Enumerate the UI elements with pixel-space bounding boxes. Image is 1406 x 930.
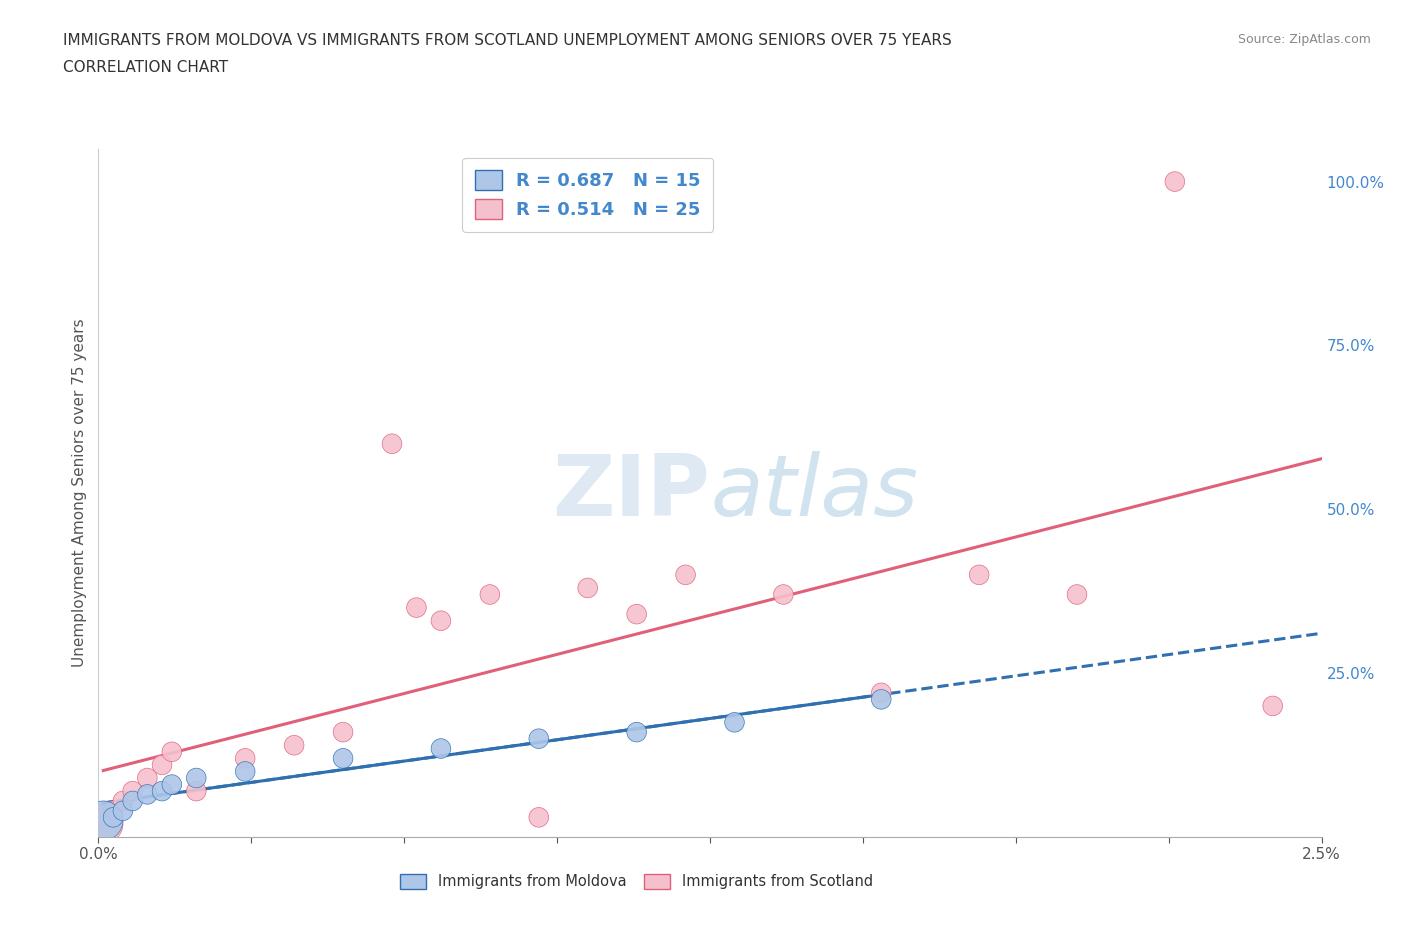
- Text: ZIP: ZIP: [553, 451, 710, 535]
- Point: [478, 587, 501, 602]
- Point: [136, 771, 159, 786]
- Point: [576, 580, 599, 595]
- Point: [101, 810, 124, 825]
- Point: [332, 724, 354, 739]
- Point: [405, 600, 427, 615]
- Point: [1164, 174, 1187, 189]
- Point: [150, 757, 173, 772]
- Point: [186, 784, 208, 799]
- Point: [91, 813, 114, 828]
- Text: Source: ZipAtlas.com: Source: ZipAtlas.com: [1237, 33, 1371, 46]
- Point: [160, 744, 183, 759]
- Point: [626, 724, 648, 739]
- Point: [160, 777, 183, 792]
- Point: [772, 587, 794, 602]
- Point: [1066, 587, 1088, 602]
- Point: [121, 793, 143, 808]
- Point: [111, 793, 134, 808]
- Point: [675, 567, 697, 582]
- Point: [186, 771, 208, 786]
- Point: [332, 751, 354, 765]
- Point: [430, 741, 453, 756]
- Point: [967, 567, 990, 582]
- Point: [111, 804, 134, 818]
- Point: [136, 787, 159, 802]
- Point: [121, 784, 143, 799]
- Point: [870, 692, 893, 707]
- Point: [870, 685, 893, 700]
- Point: [527, 731, 550, 746]
- Text: CORRELATION CHART: CORRELATION CHART: [63, 60, 228, 75]
- Point: [1261, 698, 1284, 713]
- Text: IMMIGRANTS FROM MOLDOVA VS IMMIGRANTS FROM SCOTLAND UNEMPLOYMENT AMONG SENIORS O: IMMIGRANTS FROM MOLDOVA VS IMMIGRANTS FR…: [63, 33, 952, 47]
- Point: [527, 810, 550, 825]
- Text: atlas: atlas: [710, 451, 918, 535]
- Point: [283, 737, 305, 752]
- Point: [430, 613, 453, 628]
- Point: [91, 817, 114, 831]
- Point: [233, 764, 256, 779]
- Point: [233, 751, 256, 765]
- Point: [101, 804, 124, 818]
- Point: [626, 606, 648, 621]
- Y-axis label: Unemployment Among Seniors over 75 years: Unemployment Among Seniors over 75 years: [72, 319, 87, 667]
- Legend: Immigrants from Moldova, Immigrants from Scotland: Immigrants from Moldova, Immigrants from…: [394, 868, 879, 895]
- Point: [723, 715, 745, 730]
- Point: [381, 436, 404, 451]
- Point: [150, 784, 173, 799]
